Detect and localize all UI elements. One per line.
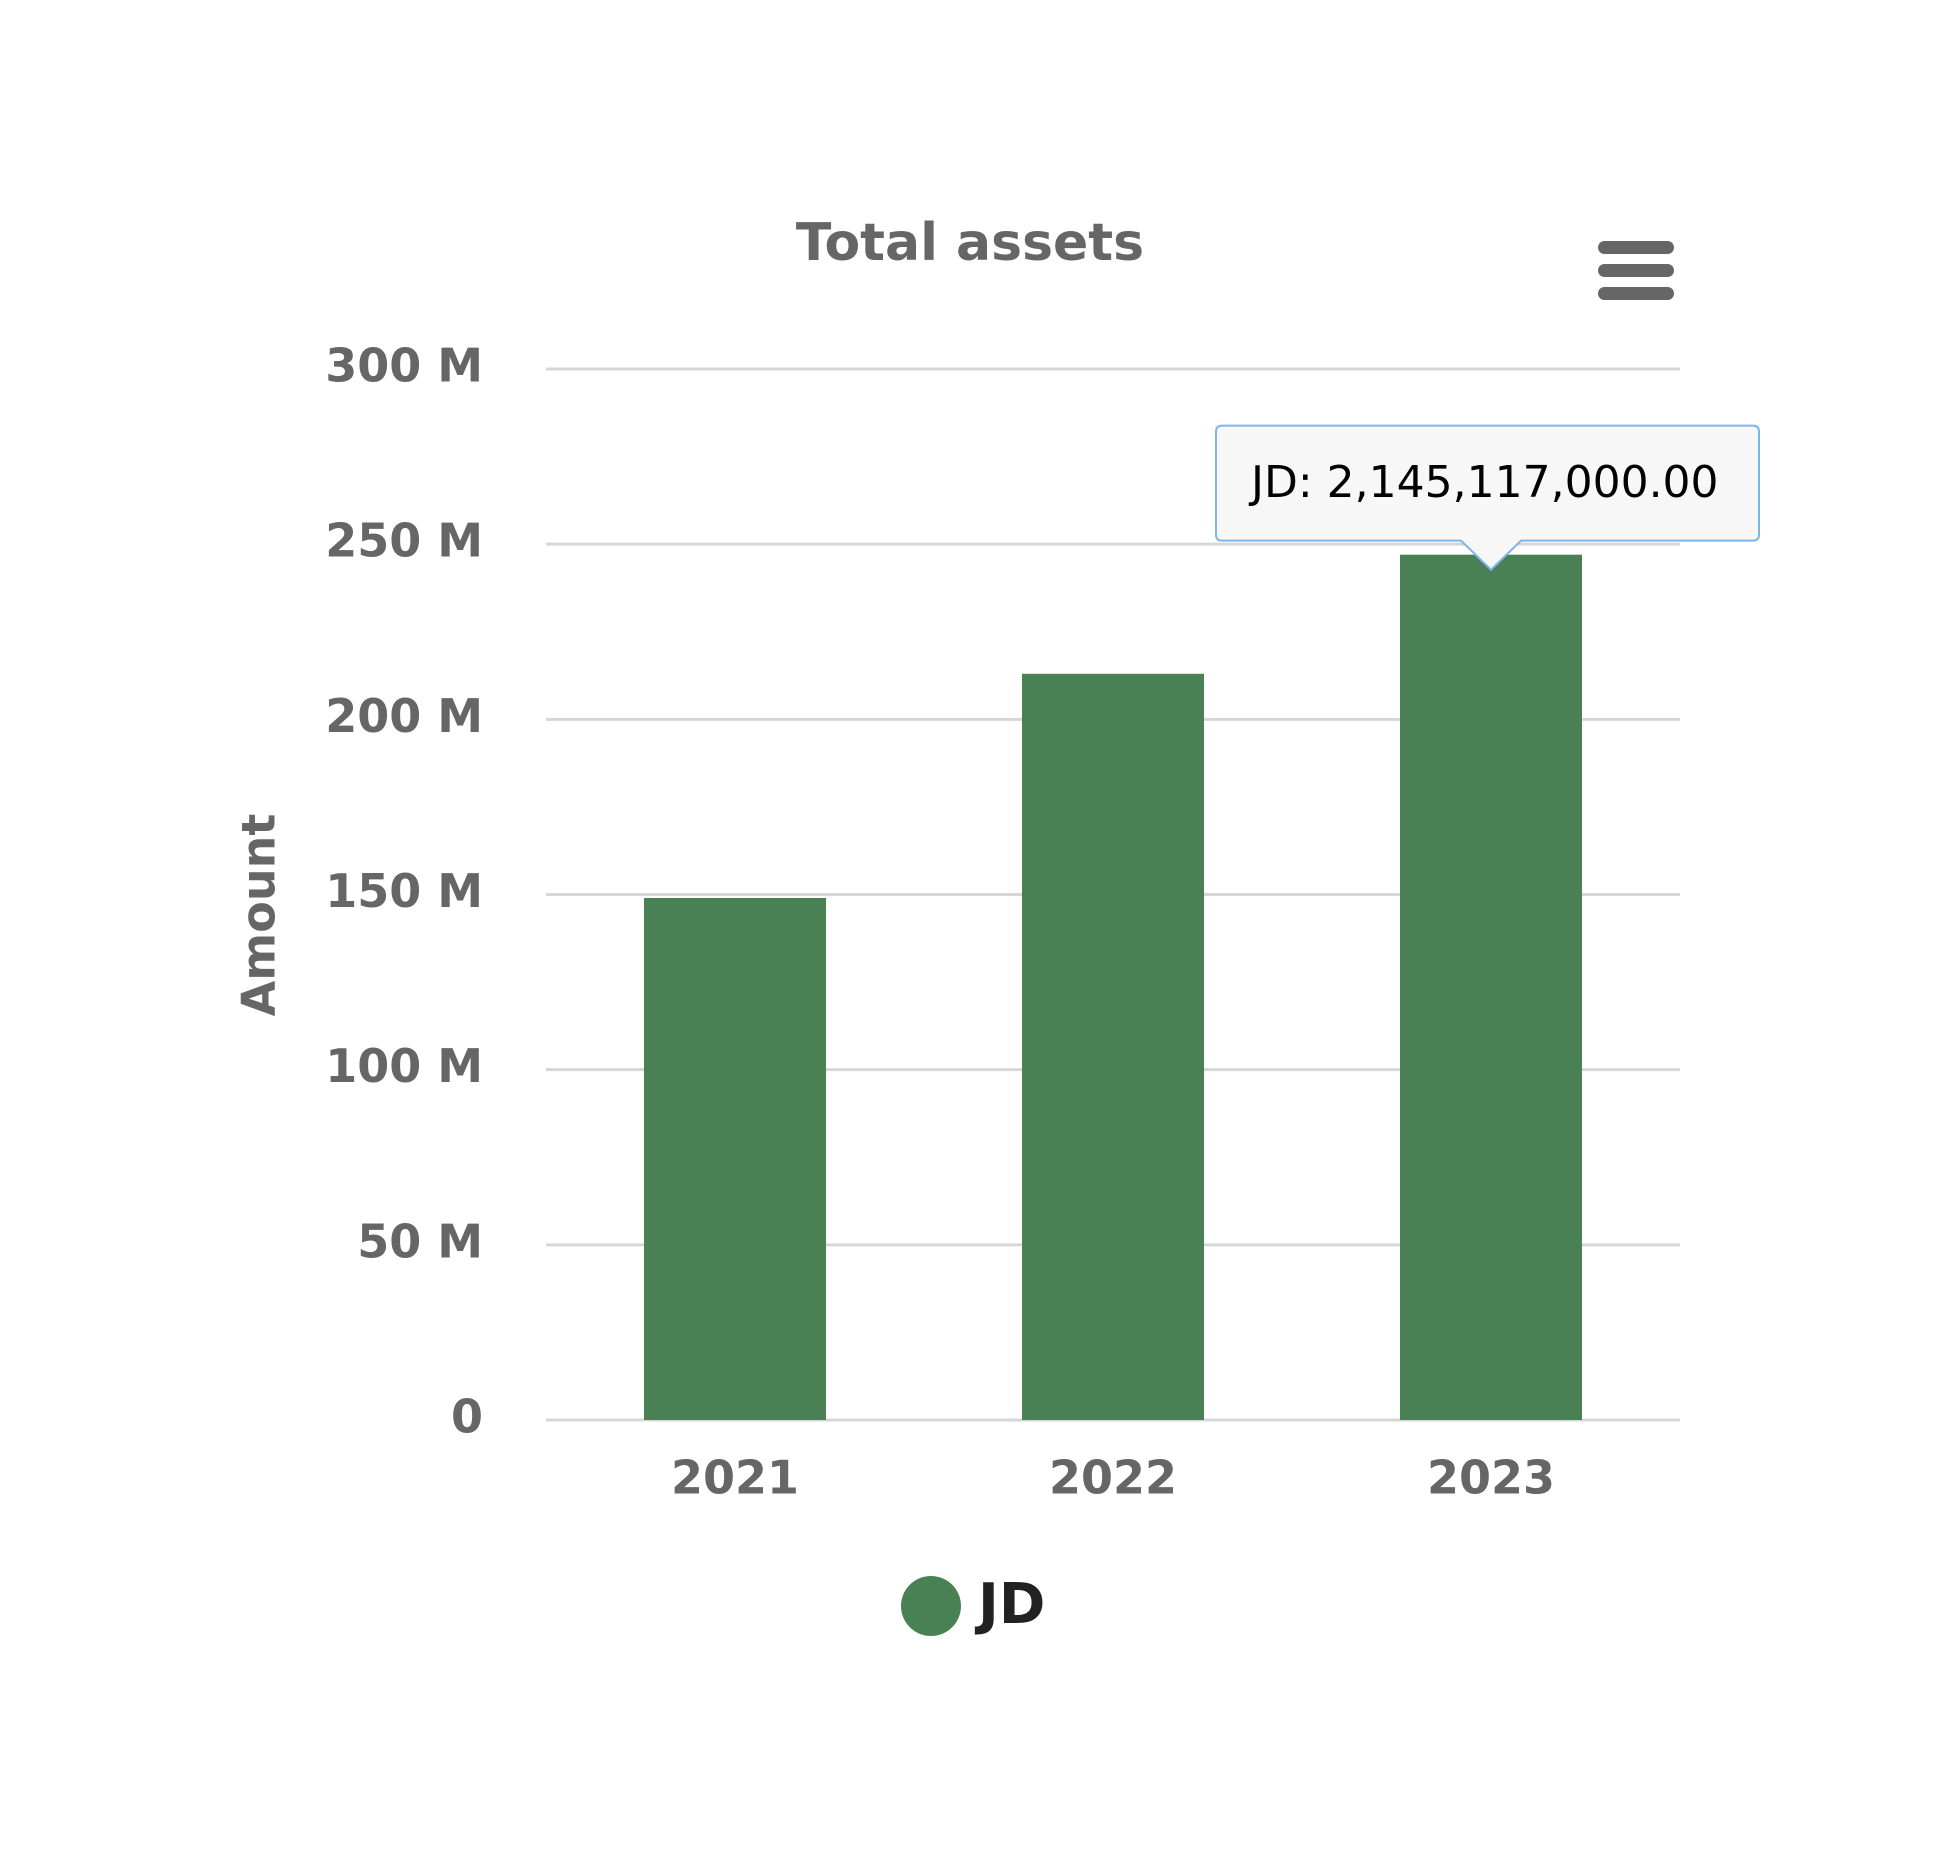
y-tick-label: 200 M <box>325 689 483 743</box>
menu-bar <box>1598 287 1674 300</box>
y-tick-label: 250 M <box>325 514 483 568</box>
y-tick-label: 0 <box>451 1390 483 1444</box>
y-tick-label: 300 M <box>325 339 483 393</box>
y-axis-title: Amount <box>232 814 286 1017</box>
chart-title: Total assets <box>796 213 1144 273</box>
x-tick-label: 2022 <box>1049 1451 1177 1505</box>
legend-marker <box>901 1576 961 1636</box>
bar <box>644 898 826 1420</box>
bar <box>1400 554 1582 1420</box>
tooltip-text: JD: 2,145,117,000.00 <box>1248 457 1719 508</box>
x-tick-label: 2023 <box>1427 1451 1555 1505</box>
tooltip-box <box>1215 424 1760 572</box>
menu-bar <box>1598 241 1674 254</box>
menu-button[interactable] <box>1598 241 1674 300</box>
menu-bar <box>1598 264 1674 277</box>
y-tick-label: 150 M <box>325 864 483 918</box>
x-tick-label: 2021 <box>671 1451 799 1505</box>
y-tick-label: 100 M <box>325 1039 483 1093</box>
bar <box>1022 673 1204 1420</box>
y-tick-label: 50 M <box>357 1214 483 1268</box>
legend-label: JD <box>974 1572 1045 1637</box>
